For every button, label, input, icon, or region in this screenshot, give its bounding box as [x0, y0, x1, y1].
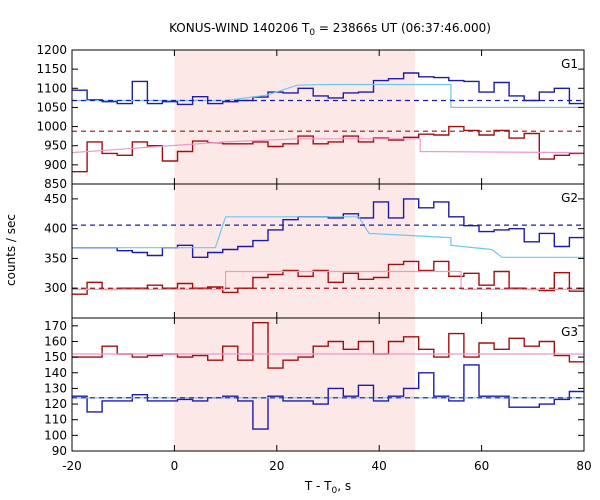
x-tick-label: 0	[171, 459, 179, 473]
panel-frame	[71, 317, 585, 452]
panel-g2: 300 350 400 450 G2	[44, 183, 585, 319]
y-tick-label: 1000	[36, 120, 67, 134]
panel-label: G1	[561, 57, 578, 71]
series-blue-step	[72, 364, 584, 430]
y-tick-label: 120	[44, 397, 67, 411]
series-cyan-fit	[72, 216, 584, 258]
x-tick-label: -20	[62, 459, 82, 473]
y-tick-label: 160	[44, 334, 67, 348]
series-pink-fit	[71, 138, 585, 154]
x-tick-label: 80	[576, 459, 591, 473]
y-tick-label: 1200	[36, 43, 67, 57]
y-tick-label: 400	[44, 222, 67, 236]
y-tick-label: 100	[44, 428, 67, 442]
y-tick-label: 130	[44, 381, 67, 395]
panel-label: G2	[561, 191, 578, 205]
y-tick-label: 900	[44, 158, 67, 172]
panel-label: G3	[561, 325, 578, 339]
series-blue-step	[72, 72, 584, 106]
y-tick-label: 150	[44, 350, 67, 364]
y-axis-label: counts / sec	[4, 214, 18, 286]
series-red-step	[72, 125, 584, 173]
shaded-interval	[174, 50, 416, 184]
y-tick-label: 110	[44, 413, 67, 427]
panel-g1: 850 900 950 1000 1050 1100 1150 1200 G1	[36, 43, 585, 191]
chart-title: KONUS-WIND 140206 T0 = 23866s UT (06:37:…	[169, 21, 491, 38]
shaded-interval	[174, 184, 416, 318]
y-tick-label: 90	[52, 444, 67, 458]
y-tick-label: 1050	[36, 100, 67, 114]
y-tick-label: 1150	[36, 62, 67, 76]
shaded-interval	[174, 318, 416, 451]
series-pink-fit	[72, 270, 584, 290]
y-tick-label: 350	[44, 251, 67, 265]
y-tick-label: 850	[44, 177, 67, 191]
y-tick-label: 1100	[36, 81, 67, 95]
y-tick-label: 300	[44, 281, 67, 295]
x-tick-label: 60	[474, 459, 489, 473]
y-tick-label: 170	[44, 319, 67, 333]
x-tick-label: 40	[372, 459, 387, 473]
y-tick-label: 140	[44, 366, 67, 380]
series-cyan-fit	[72, 83, 584, 108]
y-tick-label: 950	[44, 139, 67, 153]
y-tick-label: 450	[44, 192, 67, 206]
x-axis-label: T - T0, s	[304, 479, 351, 496]
panels-group: 85090095010001050110011501200G1300350400…	[36, 43, 591, 473]
x-tick-label: 20	[269, 459, 284, 473]
